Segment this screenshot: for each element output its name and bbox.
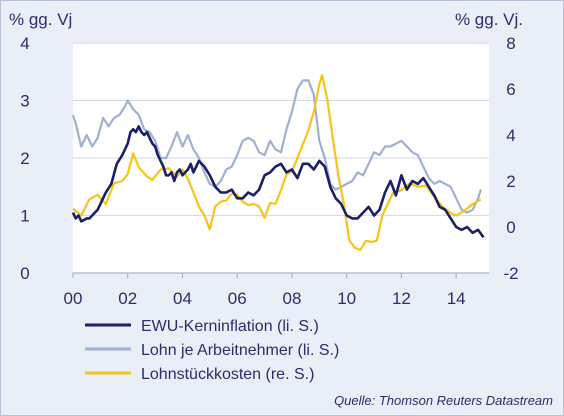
x-tick-label: 02 xyxy=(118,289,137,308)
legend-label-kerninflation: EWU-Kerninflation (li. S.) xyxy=(141,318,319,335)
legend-label-lohnstueckkosten: Lohnstückkosten (re. S.) xyxy=(141,366,314,383)
x-tick-label: 14 xyxy=(447,289,466,308)
left-tick-label: 3 xyxy=(20,92,29,111)
series-lines xyxy=(71,74,485,252)
right-axis-unit: % gg. Vj. xyxy=(455,10,523,29)
x-tick-label: 00 xyxy=(64,289,83,308)
right-tick-label: 4 xyxy=(506,126,515,145)
x-tick-label: 12 xyxy=(392,289,411,308)
right-tick-label: 8 xyxy=(506,34,515,53)
series-line-kerninflation xyxy=(71,125,485,239)
left-tick-label: 0 xyxy=(20,264,29,283)
source-note: Quelle: Thomson Reuters Datastream xyxy=(334,393,553,408)
x-tick-label: 08 xyxy=(282,289,301,308)
x-tick-label: 06 xyxy=(228,289,247,308)
x-tick-label: 10 xyxy=(337,289,356,308)
right-tick-label: 2 xyxy=(506,172,515,191)
left-tick-label: 2 xyxy=(20,149,29,168)
left-tick-label: 1 xyxy=(20,207,29,226)
x-tick-label: 04 xyxy=(173,289,192,308)
right-tick-label: 0 xyxy=(506,218,515,237)
right-tick-label: 6 xyxy=(506,80,515,99)
legend-label-lohn: Lohn je Arbeitnehmer (li. S.) xyxy=(141,342,339,359)
legend: EWU-Kerninflation (li. S.) Lohn je Arbei… xyxy=(85,318,339,383)
left-axis-unit: % gg. Vj xyxy=(9,10,72,29)
series-line-lohn xyxy=(71,79,482,214)
left-tick-label: 4 xyxy=(20,34,29,53)
right-tick-label: -2 xyxy=(503,264,518,283)
